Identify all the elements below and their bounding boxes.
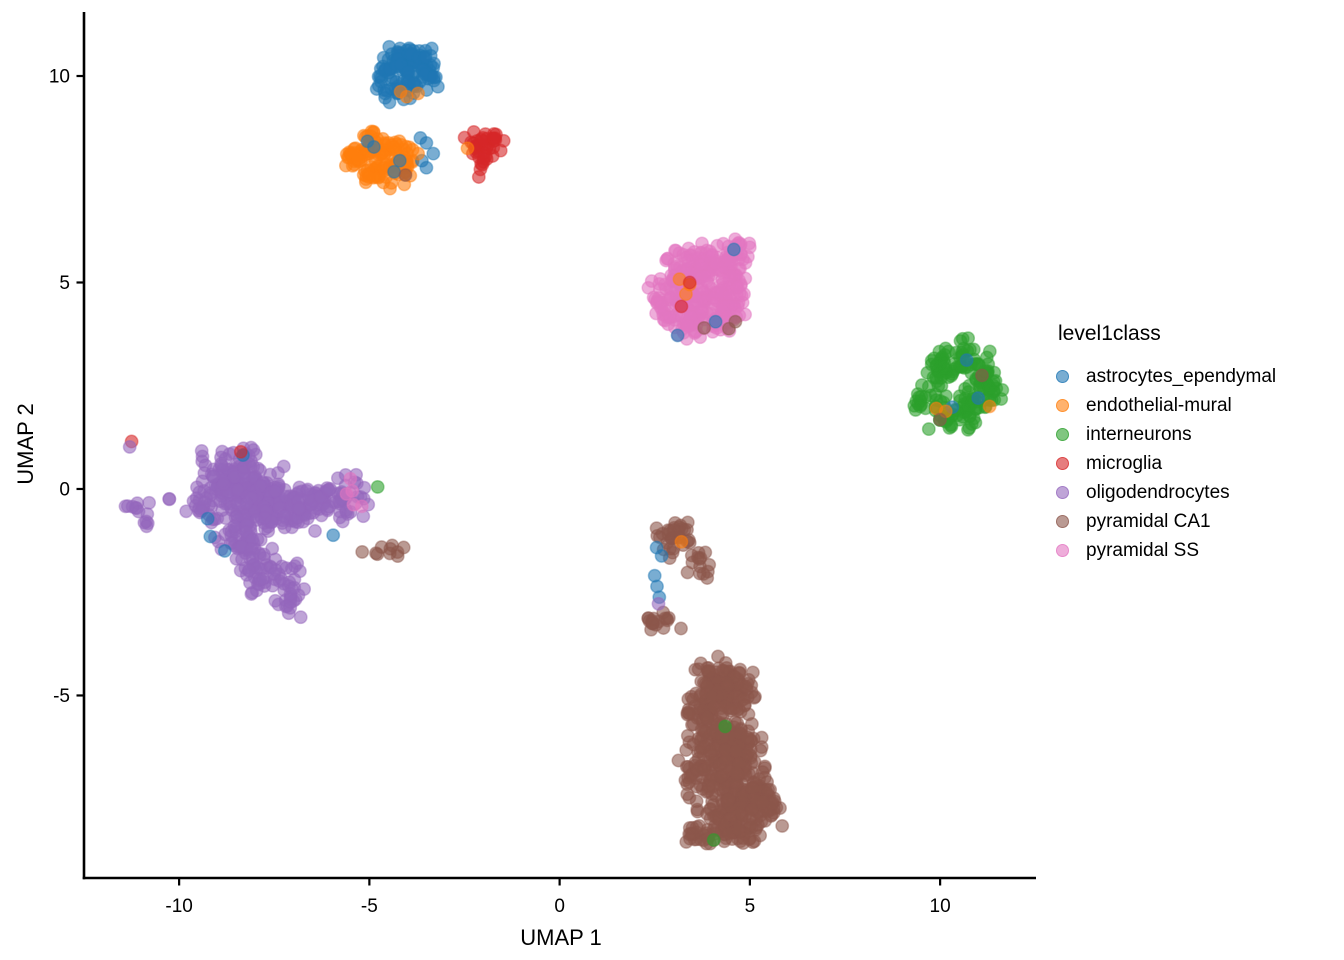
x-tick-label: 5 xyxy=(745,896,756,917)
legend-dot-icon xyxy=(1056,515,1069,528)
legend-item-pyramidal-ca1: pyramidal CA1 xyxy=(1056,507,1276,536)
legend-title: level1class xyxy=(1058,322,1161,345)
legend-dot-icon xyxy=(1056,457,1069,470)
series-pyramidal-ca1 xyxy=(355,515,790,851)
legend-item-endothelial-mural: endothelial-mural xyxy=(1056,391,1276,420)
x-tick-label: 10 xyxy=(930,896,951,917)
x-axis-ticks: -10 -5 0 5 10 xyxy=(165,878,951,917)
series-outliers-endothelial-mural xyxy=(393,84,997,549)
legend-item-astrocytes-ependymal: astrocytes_ependymal xyxy=(1056,362,1276,391)
series-oligodendrocytes xyxy=(118,440,376,625)
legend-item-label: astrocytes_ependymal xyxy=(1086,365,1277,387)
y-tick-label: 5 xyxy=(59,273,70,294)
legend-item-label: endothelial-mural xyxy=(1086,394,1232,416)
series-outliers-microglia xyxy=(124,275,697,459)
series-astrocytes-ependymal xyxy=(369,39,445,110)
y-axis-title: UMAP 2 xyxy=(13,403,38,485)
legend-item-label: pyramidal CA1 xyxy=(1086,510,1211,532)
legend-item-microglia: microglia xyxy=(1056,449,1276,478)
y-tick-label: 0 xyxy=(59,479,70,500)
y-tick-label: -5 xyxy=(53,686,70,707)
series-pyramidal-ss xyxy=(641,232,757,346)
legend-item-label: microglia xyxy=(1086,452,1163,474)
x-axis-title: UMAP 1 xyxy=(520,925,602,950)
x-tick-label: 0 xyxy=(554,896,565,917)
series-outliers-pyramidal-ca1 xyxy=(398,168,989,536)
legend: level1class astrocytes_ependymal endothel… xyxy=(1056,322,1276,565)
legend-item-label: oligodendrocytes xyxy=(1086,481,1230,503)
legend-dot-icon xyxy=(1056,428,1069,441)
x-tick-label: -10 xyxy=(165,896,192,917)
series-outliers-astrocytes-ependymal xyxy=(200,131,986,605)
y-tick-label: 10 xyxy=(49,67,70,88)
legend-items: astrocytes_ependymal endothelial-mural int… xyxy=(1056,362,1276,565)
series-outliers-oligodendrocytes xyxy=(122,439,666,611)
legend-dot-icon xyxy=(1056,544,1069,557)
series-outliers-pyramidal-ss xyxy=(339,471,369,514)
legend-item-label: pyramidal SS xyxy=(1086,539,1199,561)
series-interneurons xyxy=(907,331,1010,437)
y-axis-ticks: 10 5 0 -5 xyxy=(49,67,84,707)
x-tick-label: -5 xyxy=(361,896,378,917)
legend-dot-icon xyxy=(1056,399,1069,412)
legend-item-oligodendrocytes: oligodendrocytes xyxy=(1056,478,1276,507)
series-outliers-interneurons xyxy=(370,479,733,847)
data-points xyxy=(118,39,1010,851)
series-endothelial-mural xyxy=(338,124,420,196)
legend-item-label: interneurons xyxy=(1086,423,1192,445)
legend-item-pyramidal-ss: pyramidal SS xyxy=(1056,536,1276,565)
legend-item-interneurons: interneurons xyxy=(1056,420,1276,449)
legend-dot-icon xyxy=(1056,486,1069,499)
legend-dot-icon xyxy=(1056,370,1069,383)
